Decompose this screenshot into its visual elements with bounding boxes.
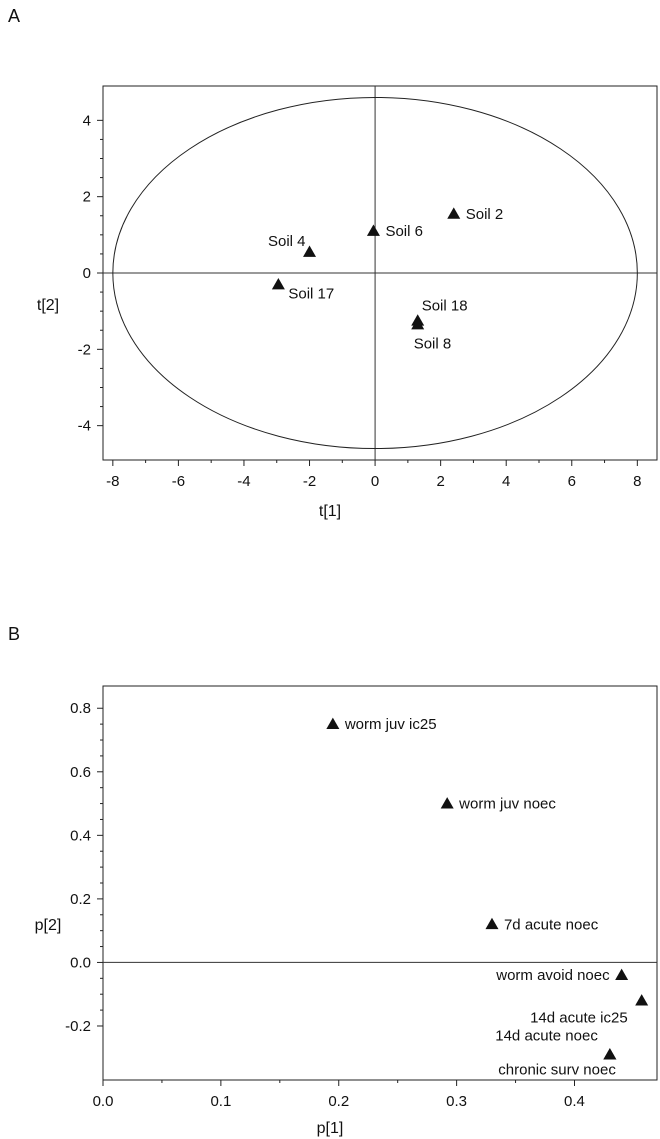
data-point-marker — [411, 318, 425, 330]
x-tick-label: 0.4 — [564, 1093, 585, 1110]
y-tick-label: 0.6 — [70, 764, 91, 781]
x-tick-label: -2 — [303, 473, 316, 490]
data-point-label: Soil 18 — [422, 298, 468, 315]
x-tick-label: 0.3 — [446, 1093, 467, 1110]
y-tick-label: 0.2 — [70, 891, 91, 908]
x-tick-label: 4 — [502, 473, 510, 490]
confidence-ellipse — [112, 96, 638, 450]
data-point-label: 14d acute noec — [495, 1028, 598, 1045]
data-point-marker — [447, 207, 461, 219]
data-point-marker — [271, 277, 285, 290]
y-tick-label: 0.0 — [70, 954, 91, 971]
x-tick-label: 0 — [371, 473, 379, 490]
y-tick-label: 2 — [83, 189, 91, 206]
y-tick-label: -0.2 — [65, 1018, 91, 1035]
panel-letter: B — [8, 624, 20, 644]
data-point-label: 14d acute ic25 — [530, 1010, 628, 1027]
x-tick-label: 2 — [436, 473, 444, 490]
data-point-marker — [366, 224, 380, 236]
x-tick-label: -4 — [237, 473, 250, 490]
panel-letter: A — [8, 6, 20, 26]
data-point-label: chronic surv noec — [498, 1062, 616, 1079]
y-axis-label: p[2] — [35, 917, 62, 934]
data-point-label: worm juv noec — [458, 796, 556, 813]
x-tick-label: -6 — [172, 473, 185, 490]
x-tick-label: -8 — [106, 473, 119, 490]
data-point-marker — [603, 1048, 617, 1060]
data-point-label: Soil 17 — [288, 285, 334, 302]
data-point-marker — [615, 968, 629, 981]
y-tick-label: 0.8 — [70, 700, 91, 717]
panel-b: B 0.0 0.1 0.2 0.3 0.4 -0.2 0.0 0.2 0.4 0.6 0.8 p[1] p… — [8, 624, 658, 1137]
data-point-marker — [635, 994, 649, 1006]
data-point-label: Soil 8 — [414, 336, 452, 353]
x-tick-label: 8 — [633, 473, 641, 490]
data-point-label: Soil 2 — [466, 206, 504, 223]
data-point-label: 7d acute noec — [504, 916, 599, 933]
x-tick-label: 0.0 — [93, 1093, 114, 1110]
x-tick-label: 0.2 — [328, 1093, 349, 1110]
data-point-marker — [303, 245, 317, 257]
y-tick-label: -2 — [78, 341, 91, 358]
data-point-label: Soil 4 — [268, 233, 306, 250]
y-tick-label: 4 — [83, 112, 91, 129]
y-tick-label: 0.4 — [70, 827, 91, 844]
data-point-marker — [440, 797, 454, 809]
y-tick-label: 0 — [83, 265, 91, 282]
data-point-label: worm juv ic25 — [344, 716, 437, 733]
x-tick-label: 6 — [568, 473, 576, 490]
panel-a: A -8 -6 -4 -2 0 2 4 6 8 -4 -2 0 2 4 t[1] t[2] Soil 2 Soil … — [8, 6, 658, 520]
y-tick-label: -4 — [78, 418, 91, 435]
data-point-marker — [326, 717, 340, 730]
x-axis-label: p[1] — [317, 1120, 344, 1137]
x-axis-label: t[1] — [319, 503, 341, 520]
data-point-label: Soil 6 — [385, 223, 423, 240]
data-point-label: worm avoid noec — [495, 967, 610, 984]
data-point-marker — [485, 917, 499, 930]
y-axis-label: t[2] — [37, 297, 59, 314]
x-tick-label: 0.1 — [210, 1093, 231, 1110]
